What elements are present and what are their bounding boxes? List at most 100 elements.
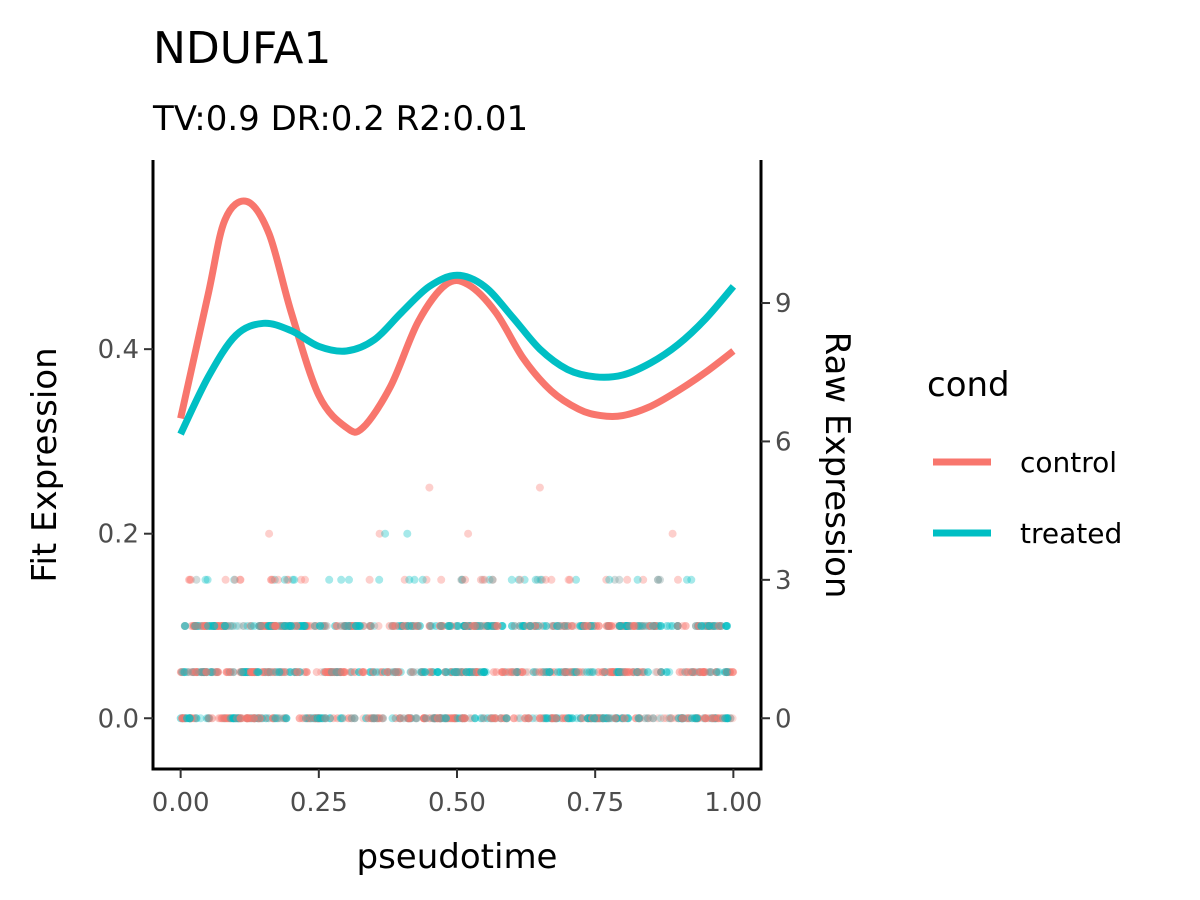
raw-point [213, 668, 222, 677]
raw-point [516, 575, 525, 584]
raw-point [657, 668, 665, 677]
raw-point [192, 668, 201, 677]
raw-point [564, 575, 573, 584]
raw-point [444, 622, 453, 630]
raw-point [230, 575, 239, 584]
raw-point [514, 575, 523, 584]
raw-point [729, 668, 738, 677]
raw-point [623, 668, 632, 677]
raw-point [635, 622, 644, 630]
raw-point [410, 575, 419, 584]
raw-point [507, 575, 516, 584]
raw-point [451, 714, 460, 723]
raw-point [509, 668, 518, 677]
raw-point [543, 714, 552, 723]
raw-point [512, 668, 521, 677]
raw-point [280, 575, 289, 584]
raw-point [531, 668, 540, 677]
raw-point [656, 622, 665, 630]
raw-point [673, 622, 682, 630]
raw-point [242, 714, 251, 723]
x-tick-label: 0.00 [152, 788, 210, 818]
raw-point-outlier [381, 529, 390, 538]
raw-point [204, 714, 213, 723]
raw-point [271, 622, 280, 630]
raw-point [564, 714, 573, 723]
raw-point [405, 714, 414, 723]
raw-point [185, 575, 194, 584]
raw-point [284, 575, 293, 584]
raw-point [270, 575, 279, 584]
raw-point [367, 622, 376, 630]
raw-point [572, 668, 581, 677]
raw-point [667, 714, 676, 723]
raw-point [644, 668, 652, 677]
raw-point [426, 622, 435, 630]
raw-point [712, 668, 721, 677]
raw-point [340, 714, 348, 723]
y-left-tick-label: 0.4 [98, 335, 139, 365]
raw-point [483, 622, 492, 630]
raw-point [460, 622, 469, 630]
raw-point [531, 622, 540, 630]
raw-point [692, 714, 701, 723]
raw-point [705, 622, 714, 630]
legend-title: cond [927, 365, 1010, 405]
raw-point [583, 622, 592, 630]
raw-point [666, 714, 675, 723]
raw-point [707, 668, 715, 677]
raw-point [518, 622, 527, 630]
raw-point [203, 575, 212, 584]
raw-point [605, 668, 614, 677]
raw-point [659, 714, 668, 723]
raw-point [422, 575, 431, 584]
x-axis-label: pseudotime [357, 837, 558, 877]
raw-point [205, 714, 214, 723]
raw-point [477, 622, 486, 630]
raw-point [620, 714, 629, 723]
raw-point [413, 622, 422, 630]
raw-point [379, 714, 388, 723]
raw-point [451, 668, 460, 677]
raw-point [292, 622, 301, 630]
raw-point [600, 668, 609, 677]
raw-point [208, 668, 217, 677]
raw-point [412, 714, 421, 723]
raw-point [529, 668, 538, 677]
raw-point [678, 668, 687, 677]
raw-point [665, 668, 674, 677]
raw-point [337, 575, 346, 584]
raw-point [391, 622, 400, 630]
raw-point [415, 622, 424, 630]
raw-point [516, 714, 525, 723]
raw-point [701, 714, 710, 723]
raw-point [585, 668, 594, 677]
raw-point [461, 575, 470, 584]
raw-point [322, 622, 331, 630]
raw-point [460, 714, 469, 723]
raw-point [316, 622, 324, 630]
raw-point [678, 714, 687, 723]
raw-point [634, 668, 643, 677]
chart-title: NDUFA1 [153, 23, 331, 74]
raw-point [629, 622, 638, 630]
raw-point [364, 714, 373, 723]
raw-point [436, 622, 445, 630]
raw-point [228, 622, 237, 630]
axes-layer: 0.00 0.25 0.50 0.75 1.00 0.0 0.2 0.4 0 3 6 9 [98, 160, 792, 818]
raw-point [378, 714, 387, 723]
raw-point [649, 622, 658, 630]
raw-point [365, 575, 374, 584]
chart-subtitle: TV:0.9 DR:0.2 R2:0.01 [152, 99, 528, 139]
raw-point [615, 622, 624, 630]
raw-point [202, 668, 211, 677]
raw-point [567, 622, 576, 630]
raw-point [217, 714, 226, 723]
raw-point [675, 668, 684, 677]
raw-point [232, 622, 241, 630]
raw-point [679, 622, 687, 630]
raw-point [221, 575, 230, 584]
raw-point [182, 668, 191, 677]
legend-label-treated: treated [1020, 517, 1122, 550]
raw-point [623, 575, 632, 584]
